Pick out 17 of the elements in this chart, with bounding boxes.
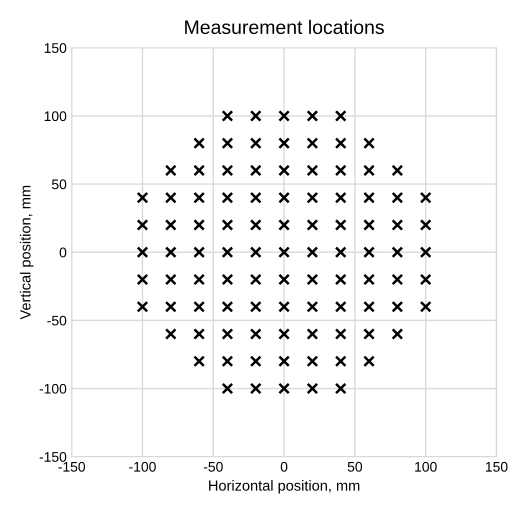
x-axis-title: Horizontal position, mm bbox=[209, 480, 360, 494]
x-tick-label: 150 bbox=[486, 462, 508, 472]
x-tick-label: 100 bbox=[415, 462, 437, 472]
x-tick-label: -50 bbox=[204, 462, 223, 472]
y-tick-label: -50 bbox=[47, 316, 66, 326]
y-axis-title: Vertical position, mm bbox=[20, 186, 34, 320]
x-tick-label: 50 bbox=[348, 462, 362, 472]
chart-title: Measurement locations bbox=[185, 20, 384, 34]
x-tick-label: 0 bbox=[280, 462, 288, 472]
y-tick-label: 50 bbox=[52, 179, 66, 190]
y-tick-label: -100 bbox=[40, 384, 66, 394]
y-tick-label: -150 bbox=[40, 452, 66, 462]
x-tick-label: -150 bbox=[58, 462, 86, 472]
y-tick-label: 0 bbox=[60, 248, 66, 258]
x-tick-label: -100 bbox=[129, 462, 156, 472]
y-tick-label: 100 bbox=[44, 111, 66, 122]
y-tick-label: 150 bbox=[44, 43, 66, 53]
